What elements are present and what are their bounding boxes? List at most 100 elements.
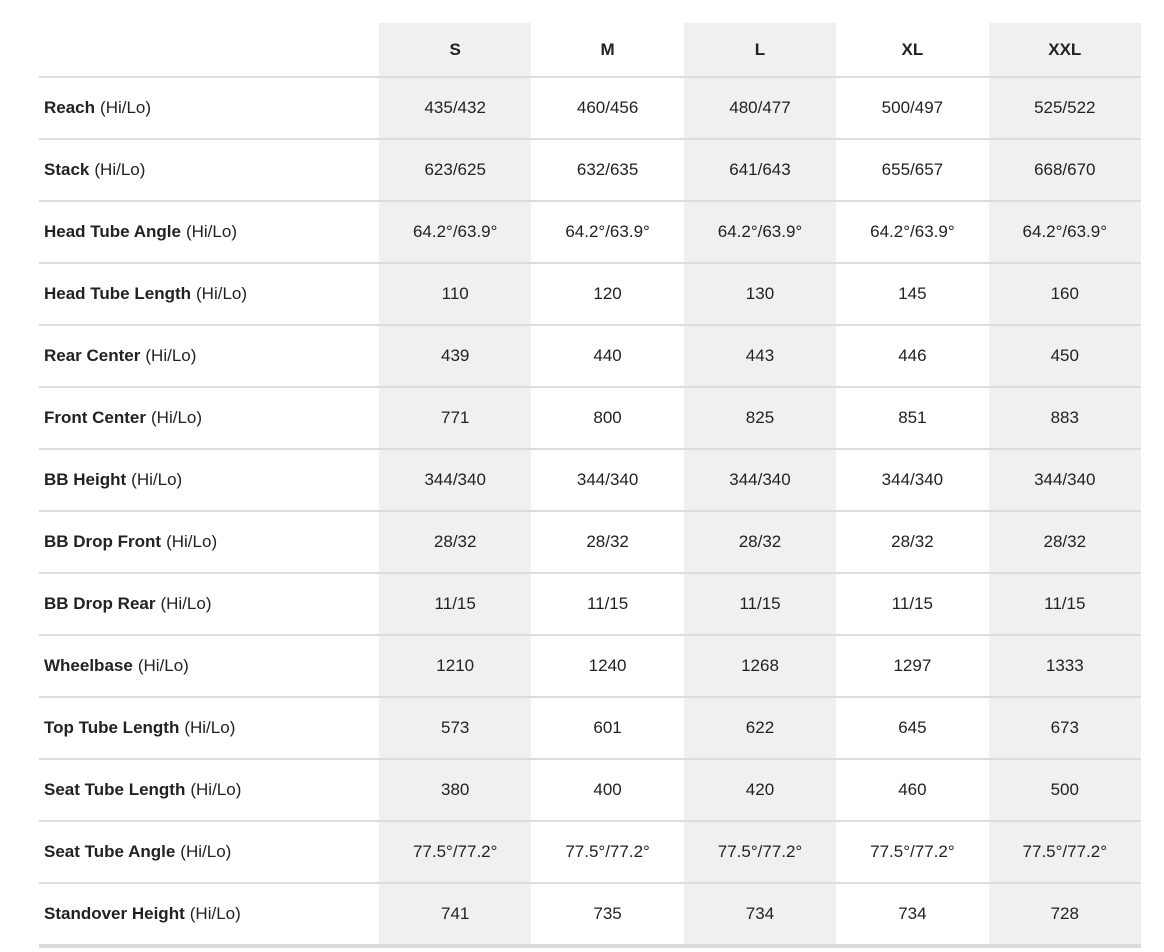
value-cell: 77.5°/77.2° — [870, 842, 955, 861]
table-row: Front Center (Hi/Lo) 771 800 825 851 883 — [39, 388, 1141, 450]
table-row: Wheelbase (Hi/Lo) 1210 1240 1268 1297 1333 — [39, 636, 1141, 698]
row-note: (Hi/Lo) — [137, 656, 189, 675]
value-cell: 28/32 — [1043, 532, 1087, 551]
value-cell: 1268 — [741, 656, 779, 675]
value-cell: 110 — [441, 284, 469, 303]
table-row: Head Tube Length (Hi/Lo) 110 120 130 145 160 — [39, 264, 1141, 326]
size-header: M — [600, 39, 615, 59]
table-bottom-rule — [39, 946, 1141, 948]
row-name: Standover Height — [44, 904, 185, 923]
value-cell: 460 — [898, 780, 927, 799]
value-cell: 446 — [898, 346, 927, 365]
row-note: (Hi/Lo) — [94, 160, 146, 179]
value-cell: 741 — [441, 904, 470, 923]
value-cell: 525/522 — [1034, 98, 1096, 117]
row-label: Seat Tube Length (Hi/Lo) — [39, 760, 384, 820]
value-cell: 500/497 — [881, 98, 944, 117]
row-name: Head Tube Length — [44, 284, 192, 303]
value-cell: 28/32 — [433, 532, 477, 551]
value-cell: 673 — [1050, 718, 1079, 737]
row-label: Head Tube Length (Hi/Lo) — [39, 264, 384, 324]
row-name: BB Drop Rear — [44, 594, 156, 613]
size-header: XXL — [1048, 39, 1082, 59]
row-note: (Hi/Lo) — [151, 408, 203, 427]
value-cell: 28/32 — [738, 532, 782, 551]
row-name: Front Center — [44, 408, 146, 427]
value-cell: 623/625 — [424, 160, 486, 179]
row-name: Seat Tube Angle — [44, 842, 176, 861]
column-shade — [988, 23, 1141, 946]
value-cell: 851 — [898, 408, 927, 427]
value-cell: 641/643 — [729, 160, 791, 179]
value-cell: 11/15 — [739, 594, 781, 613]
value-cell: 1297 — [893, 656, 932, 675]
value-cell: 632/635 — [576, 160, 639, 179]
column-shade — [379, 23, 532, 946]
row-label: Stack (Hi/Lo) — [39, 140, 384, 200]
value-cell: 728 — [1050, 904, 1079, 923]
value-cell: 64.2°/63.9° — [717, 222, 803, 241]
value-cell: 450 — [1050, 346, 1079, 365]
size-header: L — [754, 39, 766, 59]
row-note: (Hi/Lo) — [196, 284, 248, 303]
header-row: S M L XL XXL — [39, 23, 1141, 78]
row-note: (Hi/Lo) — [145, 346, 197, 365]
value-cell: 500 — [1050, 780, 1079, 799]
row-label: BB Drop Rear (Hi/Lo) — [39, 574, 384, 634]
row-name: Stack — [44, 160, 90, 179]
value-cell: 601 — [593, 718, 622, 737]
row-label: Rear Center (Hi/Lo) — [39, 326, 384, 386]
row-note: (Hi/Lo) — [190, 780, 242, 799]
value-cell: 735 — [593, 904, 622, 923]
value-cell: 28/32 — [586, 532, 629, 551]
row-name: Top Tube Length — [44, 718, 180, 737]
value-cell: 344/340 — [1034, 470, 1096, 489]
value-cell: 11/15 — [434, 594, 476, 613]
value-cell: 439 — [441, 346, 470, 365]
row-note: (Hi/Lo) — [131, 470, 183, 489]
value-cell: 77.5°/77.2° — [717, 842, 803, 861]
value-cell: 440 — [593, 346, 622, 365]
value-cell: 480/477 — [729, 98, 791, 117]
row-note: (Hi/Lo) — [100, 98, 152, 117]
value-cell: 420 — [745, 780, 775, 799]
value-cell: 160 — [1050, 284, 1079, 303]
value-cell: 622 — [745, 718, 775, 737]
value-cell: 734 — [745, 904, 775, 923]
value-cell: 64.2°/63.9° — [565, 222, 650, 241]
row-label: Standover Height (Hi/Lo) — [39, 884, 384, 944]
value-cell: 344/340 — [424, 470, 486, 489]
value-cell: 28/32 — [891, 532, 934, 551]
row-label: Front Center (Hi/Lo) — [39, 388, 384, 448]
value-cell: 344/340 — [576, 470, 639, 489]
row-name: Reach — [44, 98, 96, 117]
row-label: BB Drop Front (Hi/Lo) — [39, 512, 384, 572]
row-note: (Hi/Lo) — [180, 842, 232, 861]
row-name: Head Tube Angle — [44, 222, 181, 241]
value-cell: 344/340 — [729, 470, 791, 489]
table-row: Reach (Hi/Lo) 435/432 460/456 480/477 500/497… — [39, 78, 1141, 140]
value-cell: 64.2°/63.9° — [1022, 222, 1108, 241]
value-cell: 573 — [441, 718, 470, 737]
table-row: Stack (Hi/Lo) 623/625 632/635 641/643 655/657… — [39, 140, 1141, 202]
row-label: Reach (Hi/Lo) — [39, 78, 384, 138]
value-cell: 655/657 — [881, 160, 944, 179]
value-cell: 734 — [898, 904, 927, 923]
value-cell: 344/340 — [881, 470, 944, 489]
table-row: BB Height (Hi/Lo) 344/340 344/340 344/340 344… — [39, 450, 1141, 512]
value-cell: 883 — [1050, 408, 1079, 427]
row-name: Wheelbase — [44, 656, 133, 675]
value-cell: 1210 — [436, 656, 475, 675]
row-label: Wheelbase (Hi/Lo) — [39, 636, 384, 696]
row-label: Seat Tube Angle (Hi/Lo) — [39, 822, 384, 882]
value-cell: 77.5°/77.2° — [565, 842, 650, 861]
row-note: (Hi/Lo) — [185, 222, 237, 241]
value-cell: 380 — [441, 780, 470, 799]
row-name: BB Height — [44, 470, 127, 489]
row-note: (Hi/Lo) — [166, 532, 218, 551]
value-cell: 800 — [593, 408, 622, 427]
row-name: Seat Tube Length — [44, 780, 186, 799]
value-cell: 1240 — [588, 656, 627, 675]
value-cell: 11/15 — [1044, 594, 1086, 613]
value-cell: 64.2°/63.9° — [870, 222, 955, 241]
